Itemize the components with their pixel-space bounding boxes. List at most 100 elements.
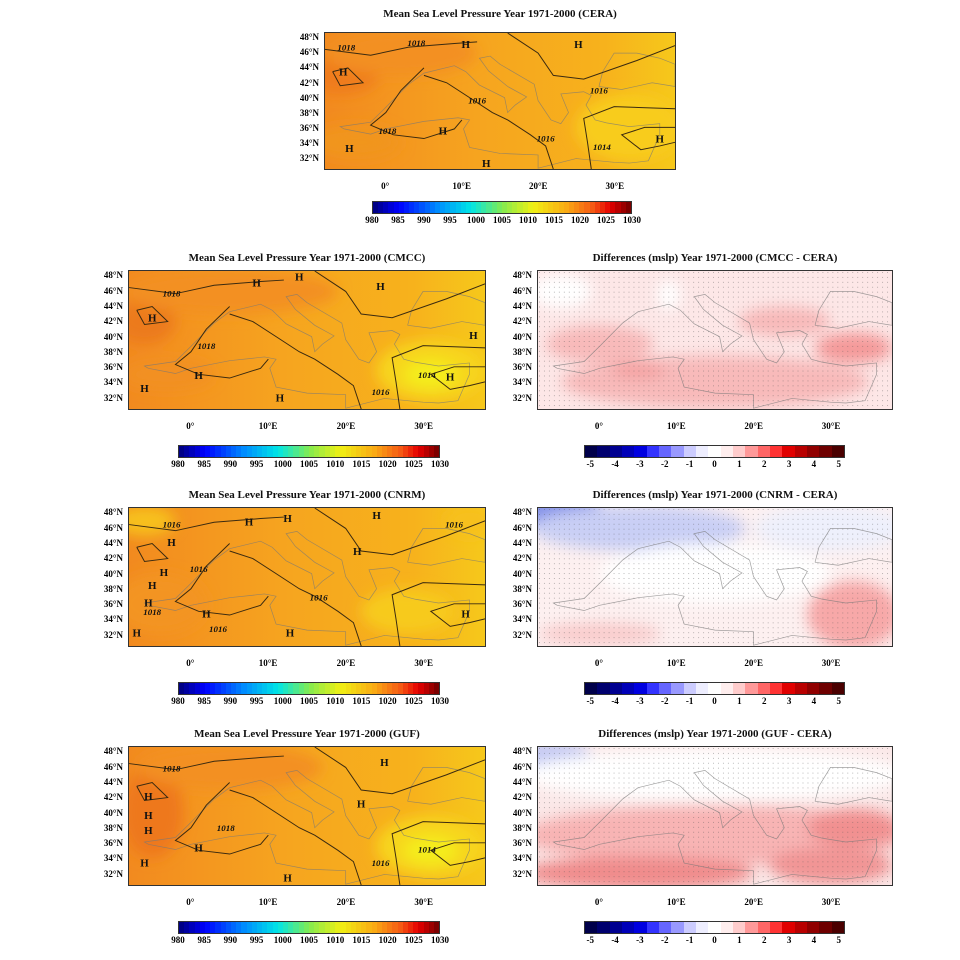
colorbar-swatch — [376, 683, 382, 694]
lat-tick-label: 46°N — [103, 761, 123, 772]
lat-tick-label: 46°N — [512, 522, 532, 533]
colorbar-label: 985 — [197, 696, 211, 706]
lat-tick-label: 32°N — [103, 629, 123, 640]
map-cmcc: 1018 1018 1014 1016 H H H H H H H H H — [128, 270, 486, 410]
colorbar-swatch — [288, 683, 294, 694]
lon-tick-label: 0° — [594, 897, 603, 907]
colorbar-swatch — [215, 683, 221, 694]
colorbar-swatch — [329, 683, 336, 694]
lat-tick-label: 40°N — [512, 807, 532, 818]
contour-label: 1014 — [418, 844, 436, 854]
panel-diff-guf: Differences (mslp) Year 1971-2000 (GUF -… — [513, 728, 893, 945]
coastline — [339, 55, 661, 169]
lat-tick-label: 44°N — [103, 776, 123, 787]
isobar-contour — [423, 74, 554, 169]
lon-tick-label: 20°E — [744, 897, 763, 907]
lat-tick-label: 42°N — [103, 553, 123, 564]
colorbar-swatch — [267, 683, 273, 694]
colorbar-swatch — [634, 922, 647, 933]
colorbar-label: 1020 — [571, 215, 589, 225]
lat-tick-label: 38°N — [299, 107, 319, 118]
colorbar-swatch — [486, 202, 492, 213]
pressure-region — [576, 93, 675, 161]
colorbar-swatch — [634, 446, 647, 457]
colorbar-label: -4 — [611, 459, 619, 469]
lat-tick-label: 40°N — [512, 331, 532, 342]
panel-diff-cmcc: Differences (mslp) Year 1971-2000 (CMCC … — [513, 252, 893, 469]
colorbar-label: -4 — [611, 696, 619, 706]
colorbar-swatch — [246, 922, 252, 933]
high-pressure-marker: H — [148, 580, 157, 592]
panel-title: Mean Sea Level Pressure Year 1971-2000 (… — [383, 8, 617, 20]
lat-tick-label: 46°N — [103, 522, 123, 533]
lat-tick-label: 40°N — [103, 807, 123, 818]
colorbar-swatch — [335, 683, 341, 694]
colorbar-swatch — [319, 683, 325, 694]
colorbar-swatch — [621, 446, 635, 457]
colorbar-swatch — [470, 202, 477, 213]
colorbar-swatch — [231, 446, 237, 457]
colorbar-label: 0 — [712, 459, 717, 469]
high-pressure-marker: H — [380, 757, 389, 769]
colorbar-label: 1000 — [273, 696, 292, 706]
lat-tick-label: 42°N — [103, 316, 123, 327]
colorbar-swatch — [418, 922, 424, 933]
colorbar-swatch — [345, 922, 351, 933]
colorbar-swatch — [594, 202, 600, 213]
pressure-region — [129, 359, 215, 390]
colorbar-swatch — [423, 446, 429, 457]
colorbar-swatch — [621, 683, 635, 694]
colorbar-swatch — [220, 683, 226, 694]
colorbar-swatch — [683, 922, 696, 933]
panel-title: Differences (mslp) Year 1971-2000 (CNRM … — [592, 489, 838, 501]
colorbar-swatch — [695, 922, 709, 933]
colorbar — [178, 445, 440, 458]
colorbar-swatch — [782, 683, 795, 694]
lat-tick-label: 36°N — [103, 599, 123, 610]
colorbar-swatch — [584, 202, 590, 213]
lon-tick-label: 30°E — [821, 658, 841, 668]
colorbar-swatch — [819, 922, 832, 933]
colorbar-label: 980 — [171, 696, 185, 706]
lat-tick-label: 34°N — [103, 377, 123, 388]
isobar-contour — [174, 306, 269, 379]
colorbar-swatch — [433, 683, 440, 694]
colorbar-swatch — [361, 922, 367, 933]
high-pressure-marker: H — [245, 517, 254, 529]
colorbar-label: 1005 — [300, 696, 318, 706]
significance-stippling — [538, 271, 892, 409]
map-field — [538, 271, 892, 409]
colorbar-swatch — [393, 202, 399, 213]
colorbar-label: 1020 — [378, 696, 397, 706]
colorbar-swatch — [683, 683, 696, 694]
colorbar-swatch — [225, 922, 232, 933]
colorbar-swatch — [262, 683, 268, 694]
colorbar-label: 5 — [836, 459, 842, 469]
lat-tick-label: 36°N — [103, 362, 123, 373]
colorbar-swatch — [512, 202, 518, 213]
colorbar-swatch — [794, 683, 807, 694]
isobar-contour — [429, 603, 485, 627]
isobar-contour — [583, 106, 675, 169]
colorbar-swatch — [366, 922, 372, 933]
colorbar-label: 1025 — [404, 696, 423, 706]
colorbar-swatch — [445, 202, 451, 213]
panel-cmcc: Mean Sea Level Pressure Year 1971-2000 (… — [104, 252, 486, 469]
colorbar-swatch — [460, 202, 466, 213]
colorbar-swatch — [392, 922, 398, 933]
colorbar-label: 1020 — [378, 459, 397, 469]
colorbar-swatch — [769, 922, 783, 933]
colorbar-label: 0 — [712, 935, 717, 945]
contour-label: 1018 — [163, 288, 181, 298]
high-pressure-marker: H — [144, 791, 153, 803]
colorbar-swatch — [403, 202, 410, 213]
high-pressure-marker: H — [148, 313, 157, 325]
colorbar-swatch — [277, 683, 284, 694]
colorbar-swatch — [440, 202, 446, 213]
colorbar-swatch — [272, 922, 278, 933]
coastline — [552, 530, 877, 646]
high-pressure-marker: H — [202, 609, 211, 621]
colorbar-swatch — [407, 922, 414, 933]
colorbar-label: 4 — [811, 935, 817, 945]
high-pressure-marker: H — [194, 842, 203, 854]
